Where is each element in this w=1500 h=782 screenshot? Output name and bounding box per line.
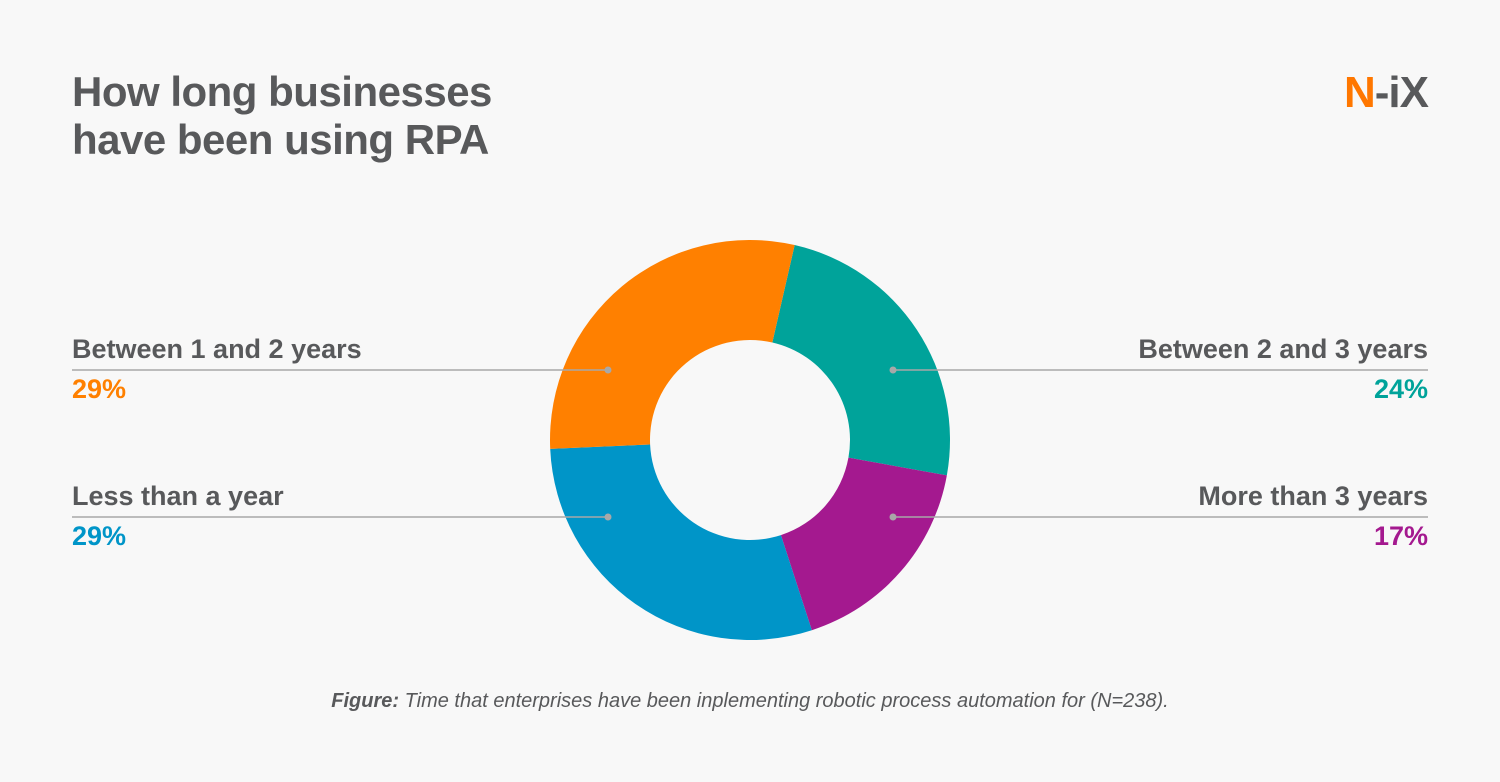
pct-less-than-year: 29% [72, 521, 127, 551]
label-more-than-3: More than 3 years [1198, 481, 1428, 511]
leader-dot [604, 513, 612, 521]
n-ix-logo: N-iX [1343, 68, 1429, 118]
title-line-1: How long businesses [72, 68, 492, 115]
chart-title: How long businesses have been using RPA [72, 68, 492, 164]
caption-bold: Figure: [331, 690, 400, 712]
label-between-1-2: Between 1 and 2 years [72, 334, 362, 364]
caption-text: Time that enterprises have been inplemen… [399, 690, 1169, 712]
pct-between-1-2: 29% [72, 374, 127, 404]
logo-n: N [1343, 68, 1376, 117]
leader-dot [889, 513, 897, 521]
donut-slice-3 [550, 239, 795, 449]
figure-caption: Figure: Time that enterprises have been … [0, 690, 1500, 713]
title-line-2: have been using RPA [72, 116, 489, 163]
leader-dot [889, 366, 897, 374]
label-between-2-3: Between 2 and 3 years [1138, 334, 1428, 364]
donut-slice-0 [772, 245, 950, 476]
label-less-than-year: Less than a year [72, 481, 284, 511]
donut-slice-1 [780, 457, 947, 631]
logo-rest: -iX [1374, 68, 1429, 117]
leader-dot [604, 366, 612, 374]
pct-more-than-3: 17% [1373, 521, 1428, 551]
donut-slice-2 [550, 444, 812, 640]
pct-between-2-3: 24% [1373, 374, 1428, 404]
